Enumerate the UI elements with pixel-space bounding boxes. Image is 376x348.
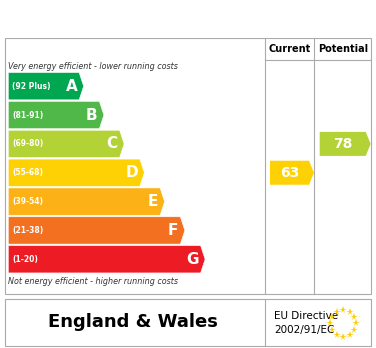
Text: (21-38): (21-38) <box>12 226 43 235</box>
Text: E: E <box>148 194 158 209</box>
Text: England & Wales: England & Wales <box>48 313 217 331</box>
Text: (92 Plus): (92 Plus) <box>12 82 50 91</box>
Polygon shape <box>8 188 165 215</box>
Text: 2002/91/EC: 2002/91/EC <box>274 325 335 335</box>
Text: D: D <box>125 165 138 180</box>
Text: (69-80): (69-80) <box>12 140 43 148</box>
Text: F: F <box>168 223 179 238</box>
Text: C: C <box>107 136 118 151</box>
Polygon shape <box>8 246 205 273</box>
Polygon shape <box>270 161 314 185</box>
Text: (39-54): (39-54) <box>12 197 43 206</box>
Polygon shape <box>8 217 185 244</box>
Polygon shape <box>8 101 104 129</box>
Text: 63: 63 <box>280 166 299 180</box>
Text: Energy Efficiency Rating: Energy Efficiency Rating <box>11 10 259 28</box>
Text: B: B <box>86 108 97 122</box>
Text: EU Directive: EU Directive <box>274 311 339 321</box>
Text: Potential: Potential <box>318 44 368 54</box>
Text: Not energy efficient - higher running costs: Not energy efficient - higher running co… <box>8 277 178 286</box>
Text: (1-20): (1-20) <box>12 255 38 264</box>
Text: 78: 78 <box>333 137 352 151</box>
Text: A: A <box>65 79 77 94</box>
Polygon shape <box>8 72 83 100</box>
Text: G: G <box>186 252 199 267</box>
Polygon shape <box>8 159 144 187</box>
Text: (55-68): (55-68) <box>12 168 43 177</box>
Text: Very energy efficient - lower running costs: Very energy efficient - lower running co… <box>8 62 178 71</box>
Polygon shape <box>320 132 371 156</box>
Polygon shape <box>8 130 124 158</box>
Text: Current: Current <box>268 44 311 54</box>
Text: (81-91): (81-91) <box>12 111 43 119</box>
